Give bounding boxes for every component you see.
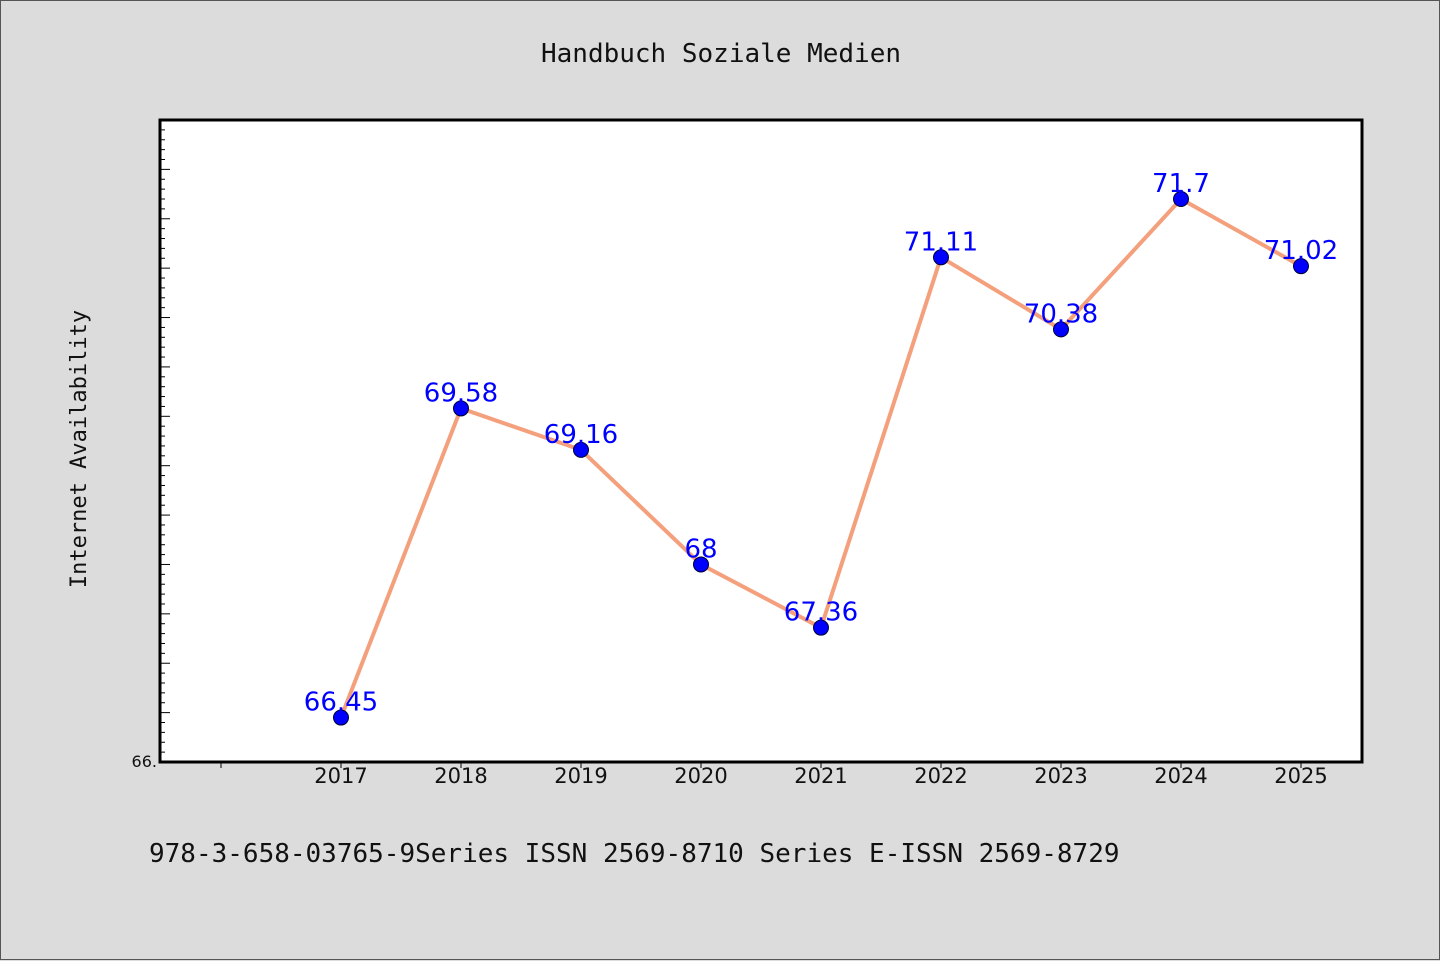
x-tick-label: 2018 — [434, 764, 487, 788]
footer-isbn-text: 978-3-658-03765-9Series ISSN 2569-8710 S… — [149, 839, 1120, 869]
data-point — [1173, 191, 1189, 208]
data-label: 66.45 — [304, 688, 378, 718]
data-markers — [333, 191, 1309, 726]
x-tick-label: 2025 — [1274, 764, 1327, 788]
data-point — [1053, 321, 1069, 338]
data-point — [933, 249, 949, 266]
x-tick-label: 2019 — [554, 764, 607, 788]
plot-border — [158, 118, 1364, 764]
data-label: 71.02 — [1264, 236, 1338, 266]
data-point — [813, 619, 829, 636]
data-point — [1293, 258, 1309, 275]
x-tick-label: 2022 — [914, 764, 967, 788]
data-point — [453, 400, 469, 417]
x-tick-label: 2021 — [794, 764, 847, 788]
y-tick-label: 66. — [132, 752, 157, 771]
data-label: 71.7 — [1152, 169, 1210, 199]
x-tick-label: 2023 — [1034, 764, 1087, 788]
data-label: 69.58 — [424, 378, 498, 408]
chart-title: Handbuch Soziale Medien — [541, 39, 901, 69]
data-label: 70.38 — [1024, 299, 1098, 329]
x-axis-ticks: 2017 2018 2019 2020 2021 2022 2023 2024 2025 — [220, 762, 1328, 788]
x-tick-label: 2024 — [1154, 764, 1207, 788]
data-label: 68 — [684, 534, 717, 564]
y-axis-label: Internet Availability — [67, 310, 92, 588]
x-tick-label: 2020 — [674, 764, 727, 788]
data-label: 67.36 — [784, 598, 858, 628]
data-label: 69.16 — [544, 420, 618, 450]
data-label: 71.11 — [904, 227, 978, 257]
plot-area — [160, 120, 1362, 762]
x-tick-label: 2017 — [314, 764, 367, 788]
data-labels: 66.45 69.58 69.16 68 67.36 71.11 70.38 71.7 71.0… — [304, 169, 1338, 718]
data-point — [693, 556, 709, 573]
data-point — [573, 441, 589, 458]
data-point — [333, 709, 349, 726]
